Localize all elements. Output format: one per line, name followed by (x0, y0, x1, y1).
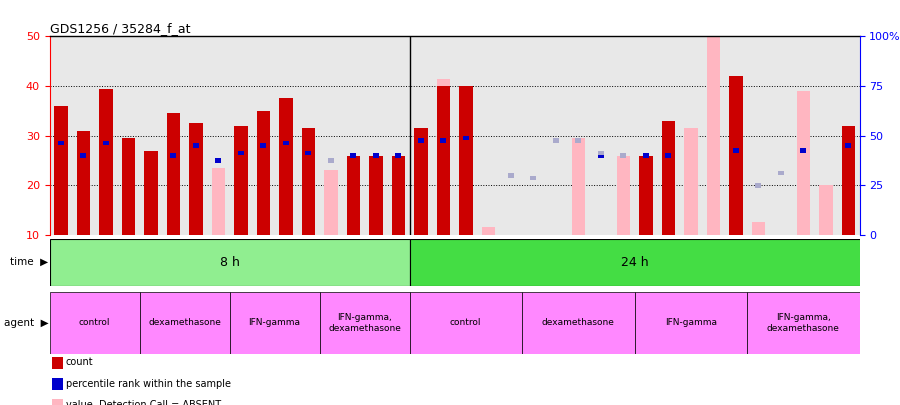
Bar (215, 158, 221, 163)
Bar (800, 148, 806, 153)
Bar (440, 139, 446, 143)
Text: agent  ▶: agent ▶ (4, 318, 49, 328)
Text: 8 h: 8 h (220, 256, 239, 269)
Bar (634, 292, 747, 354)
Bar (302, 128, 315, 235)
Bar (320, 292, 410, 354)
Bar (166, 113, 180, 235)
Text: dexamethasone: dexamethasone (148, 318, 220, 328)
Bar (212, 168, 225, 235)
Bar (729, 76, 742, 235)
Bar (230, 292, 320, 354)
Bar (76, 131, 90, 235)
Bar (463, 136, 469, 141)
Bar (373, 153, 379, 158)
Bar (508, 173, 514, 178)
Bar (410, 292, 522, 354)
Bar (103, 141, 109, 145)
Bar (522, 292, 634, 354)
Bar (752, 222, 765, 235)
Text: 24 h: 24 h (621, 256, 648, 269)
Bar (733, 148, 739, 153)
Bar (234, 126, 248, 235)
Bar (755, 183, 761, 188)
Bar (193, 143, 199, 148)
Bar (350, 153, 356, 158)
Bar (410, 239, 871, 286)
Text: IFN-gamma,
dexamethasone: IFN-gamma, dexamethasone (767, 313, 840, 333)
Bar (778, 171, 784, 175)
Bar (459, 86, 472, 235)
Text: control: control (450, 318, 482, 328)
Bar (324, 171, 338, 235)
Bar (392, 156, 405, 235)
Bar (662, 121, 675, 235)
Bar (639, 156, 652, 235)
Bar (54, 106, 68, 235)
Bar (482, 228, 495, 235)
Bar (283, 141, 289, 145)
Bar (620, 153, 626, 158)
Bar (575, 139, 581, 143)
Bar (643, 153, 649, 158)
Bar (819, 185, 832, 235)
Bar (598, 151, 604, 155)
Bar (305, 151, 311, 155)
Bar (238, 151, 244, 155)
Text: time  ▶: time ▶ (11, 257, 49, 267)
Bar (260, 143, 266, 148)
Bar (256, 111, 270, 235)
Bar (369, 156, 382, 235)
Bar (845, 143, 851, 148)
Bar (572, 138, 585, 235)
Bar (414, 128, 427, 235)
Bar (418, 139, 424, 143)
Bar (436, 79, 450, 235)
Bar (122, 138, 135, 235)
Bar (99, 89, 112, 235)
Bar (58, 141, 64, 145)
Bar (706, 0, 720, 235)
Text: GDS1256 / 35284_f_at: GDS1256 / 35284_f_at (50, 22, 190, 35)
Bar (328, 158, 334, 163)
Bar (747, 292, 860, 354)
Text: IFN-gamma: IFN-gamma (665, 318, 716, 328)
Text: IFN-gamma,
dexamethasone: IFN-gamma, dexamethasone (328, 313, 400, 333)
Text: count: count (66, 358, 94, 367)
Text: dexamethasone: dexamethasone (542, 318, 615, 328)
Text: control: control (79, 318, 110, 328)
Bar (436, 86, 450, 235)
Bar (50, 292, 140, 354)
Text: IFN-gamma: IFN-gamma (248, 318, 301, 328)
Text: value, Detection Call = ABSENT: value, Detection Call = ABSENT (66, 400, 220, 405)
Bar (80, 153, 86, 158)
Bar (598, 153, 604, 158)
Bar (395, 153, 401, 158)
Bar (144, 151, 158, 235)
Bar (279, 98, 292, 235)
Bar (842, 126, 855, 235)
Bar (553, 139, 559, 143)
Bar (50, 239, 410, 286)
Bar (530, 176, 536, 180)
Bar (189, 123, 202, 235)
Bar (170, 153, 176, 158)
Bar (796, 91, 810, 235)
Bar (684, 128, 698, 235)
Bar (346, 156, 360, 235)
Bar (616, 156, 630, 235)
Bar (665, 153, 671, 158)
Bar (140, 292, 230, 354)
Text: percentile rank within the sample: percentile rank within the sample (66, 379, 230, 388)
